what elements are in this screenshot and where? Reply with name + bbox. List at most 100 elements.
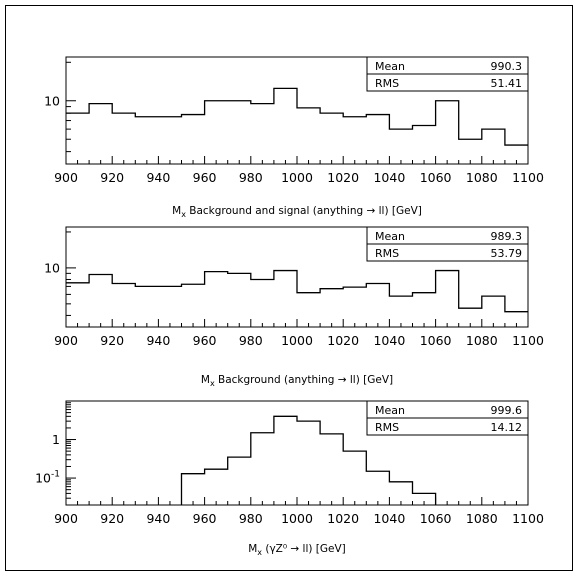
outer-border xyxy=(5,5,573,571)
histogram-panel-3: 900 920 940 960 980 1000 1020 1040 1060 1080 1100 1… xyxy=(35,400,544,557)
x-tick-label: 940 xyxy=(146,170,170,185)
histogram-bin xyxy=(320,289,343,327)
histogram-bin xyxy=(112,284,135,327)
x-tick-label: 1060 xyxy=(420,170,452,185)
stats-rms-label: RMS xyxy=(375,421,399,434)
x-tick-label: 900 xyxy=(54,511,78,526)
histogram-bin xyxy=(413,126,436,164)
stats-rms-value: 14.12 xyxy=(491,421,523,434)
histogram-bin xyxy=(389,482,412,505)
stats-mean-label: Mean xyxy=(375,230,405,243)
histogram-bin xyxy=(389,296,412,327)
x-tick-label: 1100 xyxy=(512,511,544,526)
histogram-bin xyxy=(66,283,89,327)
histogram-bin xyxy=(366,115,389,164)
x-tick-label: 960 xyxy=(193,333,217,348)
histogram-bin xyxy=(505,312,528,327)
x-tick-label: 920 xyxy=(100,333,124,348)
histogram-bin xyxy=(505,145,528,164)
histogram-bin xyxy=(89,275,112,327)
histogram-bin xyxy=(182,474,205,505)
x-tick-label: 1020 xyxy=(327,511,359,526)
x-tick-label: 920 xyxy=(100,170,124,185)
x-tick-label: 1100 xyxy=(512,333,544,348)
stats-box: Mean 990.3 RMS 51.41 xyxy=(366,56,529,92)
stats-box: Mean 989.3 RMS 53.79 xyxy=(366,226,529,262)
x-tick-label: 900 xyxy=(54,333,78,348)
histogram-bin xyxy=(482,129,505,164)
histogram-bin xyxy=(366,284,389,327)
histogram-bin xyxy=(182,115,205,164)
x-axis-title: Mx Background (anything → ll) [GeV] xyxy=(201,374,393,388)
histogram-bin xyxy=(436,271,459,327)
histogram-bin xyxy=(482,296,505,327)
histogram-bin xyxy=(297,108,320,164)
x-tick-label: 1100 xyxy=(512,170,544,185)
x-tick-label: 980 xyxy=(239,170,263,185)
histogram-bin xyxy=(158,117,181,164)
stats-rms-value: 51.41 xyxy=(491,77,523,90)
x-tick-label: 1040 xyxy=(373,333,405,348)
x-tick-label: 1000 xyxy=(281,170,313,185)
histogram-bin xyxy=(459,308,482,327)
histogram-bin xyxy=(274,416,297,505)
histogram-bin xyxy=(343,287,366,327)
histogram-bin xyxy=(182,284,205,327)
histogram-bin xyxy=(320,113,343,164)
histogram-bin xyxy=(343,117,366,164)
stats-rms-value: 53.79 xyxy=(491,247,523,260)
histogram-panel-1: 900 920 940 960 980 1000 1020 1040 1060 1080 1100 1… xyxy=(44,56,544,219)
y-tick-label: 10 xyxy=(44,260,60,275)
x-tick-label: 960 xyxy=(193,170,217,185)
histogram-bin xyxy=(228,101,251,164)
stats-rms-label: RMS xyxy=(375,77,399,90)
histogram-bin xyxy=(135,286,158,327)
stats-mean-value: 999.6 xyxy=(491,404,523,417)
histogram-series xyxy=(66,87,528,146)
histogram-bin xyxy=(89,104,112,164)
histogram-bin xyxy=(228,273,251,327)
histogram-bin xyxy=(366,471,389,505)
histogram-bin xyxy=(343,451,366,505)
x-tick-label: 980 xyxy=(239,511,263,526)
x-tick-label: 1020 xyxy=(327,170,359,185)
x-tick-label: 980 xyxy=(239,333,263,348)
histogram-bin xyxy=(205,101,228,164)
histogram-bin xyxy=(205,272,228,327)
stats-mean-value: 989.3 xyxy=(491,230,523,243)
x-tick-label: 1080 xyxy=(466,333,498,348)
x-tick-label: 940 xyxy=(146,511,170,526)
x-tick-label: 900 xyxy=(54,170,78,185)
x-tick-label: 1040 xyxy=(373,511,405,526)
histogram-bin xyxy=(251,104,274,164)
histogram-bin xyxy=(251,279,274,327)
histogram-bin xyxy=(274,88,297,164)
histogram-bin xyxy=(135,117,158,164)
x-tick-label: 1000 xyxy=(281,511,313,526)
histogram-bin xyxy=(274,271,297,327)
histogram-bin xyxy=(413,293,436,327)
stats-mean-label: Mean xyxy=(375,404,405,417)
x-tick-label: 920 xyxy=(100,511,124,526)
histogram-bin xyxy=(320,434,343,505)
stats-mean-label: Mean xyxy=(375,60,405,73)
x-tick-label: 1080 xyxy=(466,170,498,185)
histogram-bin xyxy=(205,469,228,505)
histogram-bin xyxy=(66,113,89,164)
x-tick-label: 1060 xyxy=(420,333,452,348)
histogram-bin xyxy=(459,139,482,164)
histogram-bin xyxy=(297,421,320,505)
x-tick-label: 1000 xyxy=(281,333,313,348)
y-tick-label: 10 xyxy=(44,93,60,108)
histogram-bin xyxy=(158,286,181,327)
histogram-series xyxy=(66,269,528,313)
histogram-panels: 900 920 940 960 980 1000 1020 1040 1060 1080 1100 1… xyxy=(35,56,544,557)
stats-box: Mean 999.6 RMS 14.12 xyxy=(366,400,529,436)
y-tick-label: 1 xyxy=(52,432,60,447)
x-tick-label: 960 xyxy=(193,511,217,526)
x-tick-label: 1020 xyxy=(327,333,359,348)
histogram-series xyxy=(180,415,437,505)
stats-rms-label: RMS xyxy=(375,247,399,260)
histogram-panel-2: 900 920 940 960 980 1000 1020 1040 1060 1080 1100 1… xyxy=(44,226,544,388)
